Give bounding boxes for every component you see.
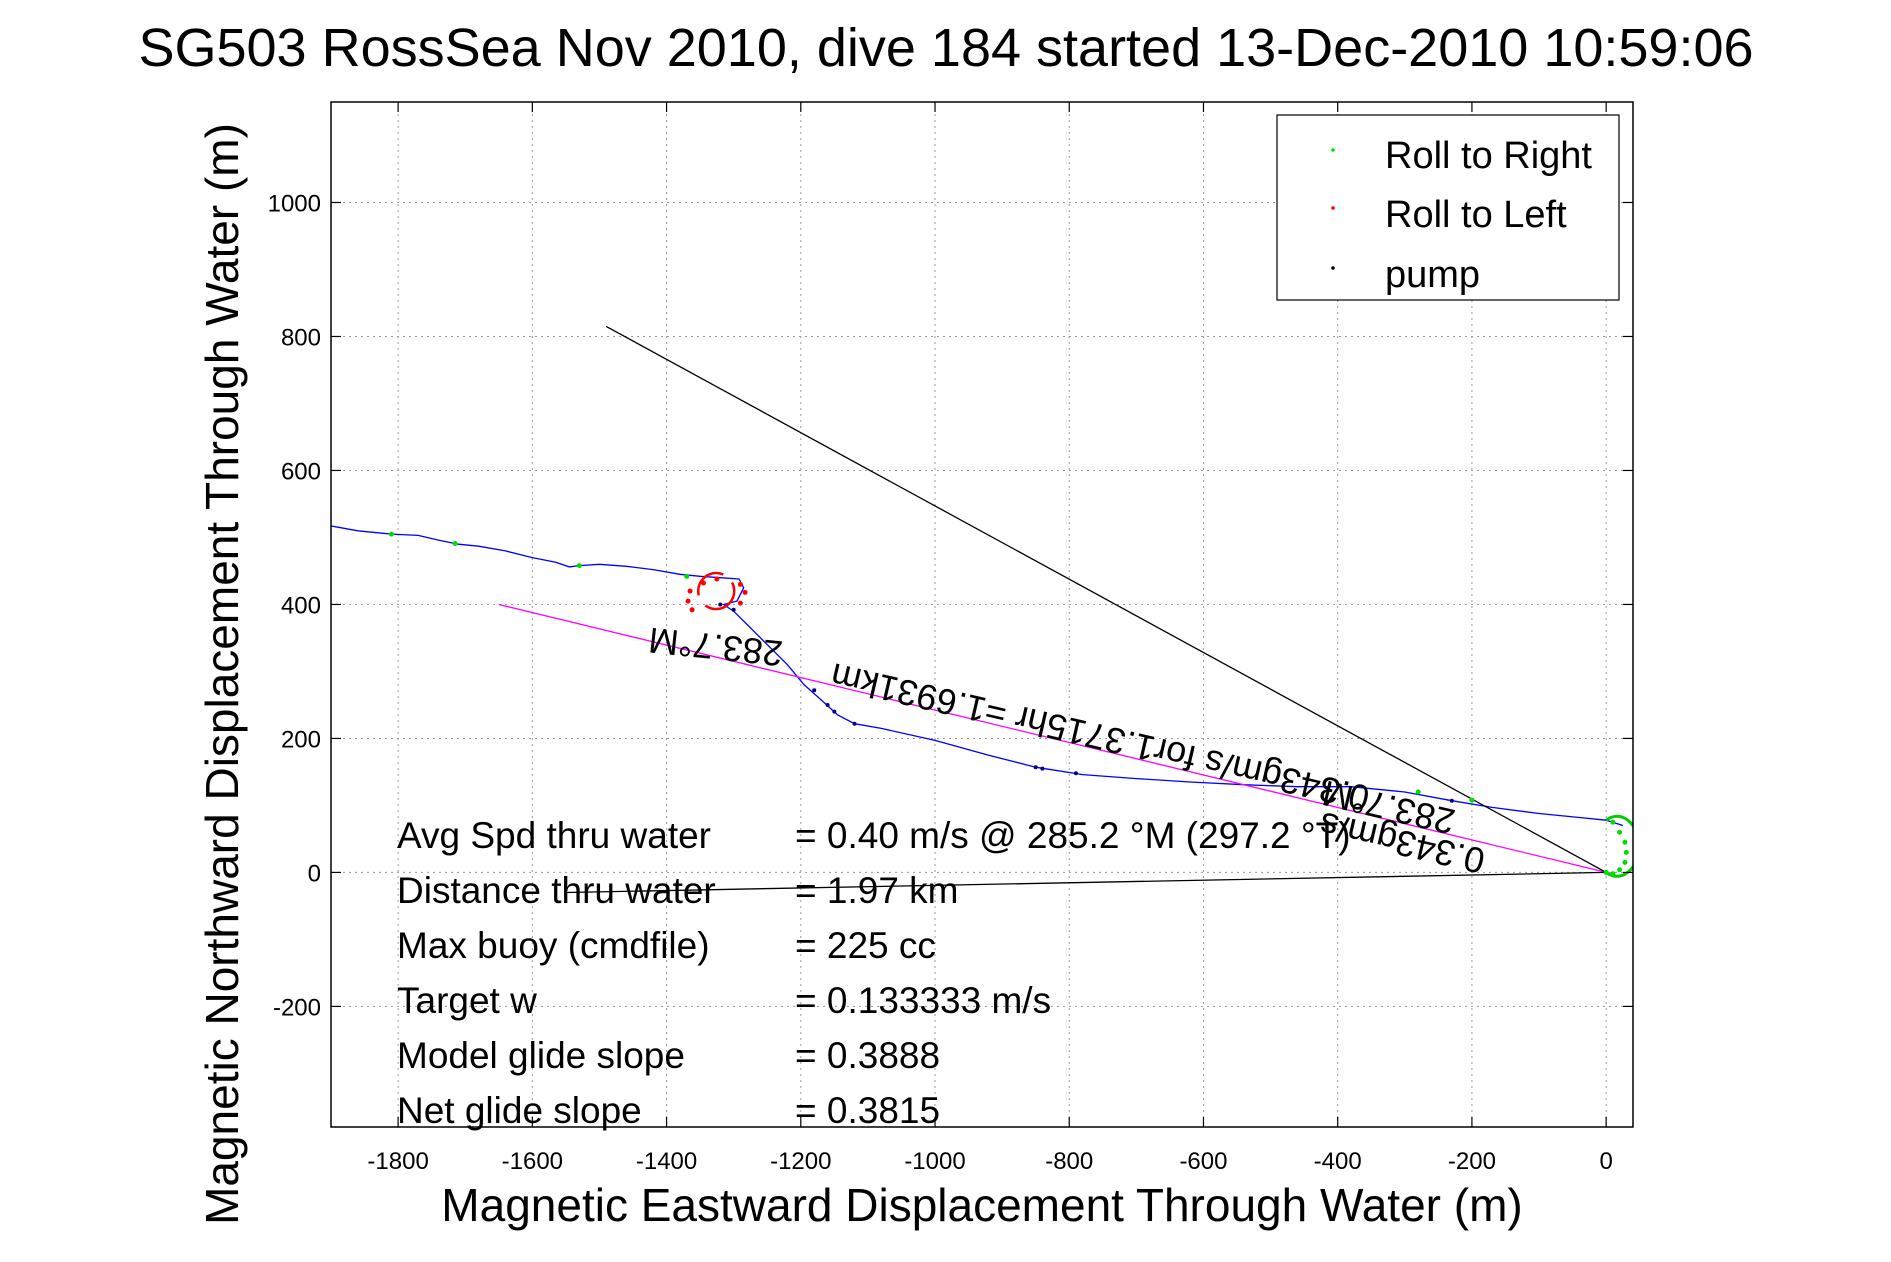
legend-marker-roll-right bbox=[1331, 148, 1335, 152]
roll-left-point bbox=[689, 607, 695, 613]
roll-right-point bbox=[1623, 849, 1629, 855]
x-tick-label: -1200 bbox=[770, 1148, 831, 1175]
pump-point bbox=[1449, 798, 1454, 803]
roll-right-point bbox=[1622, 859, 1628, 865]
roll-right-point bbox=[576, 563, 582, 569]
x-tick-label: -600 bbox=[1179, 1148, 1227, 1175]
x-axis-label: Magnetic Eastward Displacement Through W… bbox=[441, 1179, 1522, 1231]
annotation-value: = 0.40 m/s @ 285.2 °M (297.2 °T) bbox=[795, 815, 1351, 856]
annotation-label: Max buoy (cmdfile) bbox=[397, 925, 710, 966]
y-tick-label: 0 bbox=[308, 860, 321, 887]
annotation-value: = 1.97 km bbox=[795, 870, 959, 911]
pump-point bbox=[812, 688, 817, 693]
annotation-value: = 0.3815 bbox=[795, 1090, 940, 1131]
annotation-label: Avg Spd thru water bbox=[397, 815, 711, 856]
pump-point bbox=[1040, 766, 1045, 771]
roll-right-point bbox=[1617, 829, 1623, 835]
series-line-projection bbox=[498, 603, 1607, 874]
roll-left-point bbox=[700, 580, 706, 586]
series-line-drift bbox=[565, 871, 1607, 894]
roll-right-point bbox=[1622, 839, 1628, 845]
annotation-label: Target w bbox=[397, 980, 537, 1021]
x-tick-label: -200 bbox=[1448, 1148, 1496, 1175]
pump-point bbox=[718, 602, 723, 607]
x-tick-label: -800 bbox=[1045, 1148, 1093, 1175]
x-tick-label: -400 bbox=[1314, 1148, 1362, 1175]
pump-point bbox=[852, 721, 857, 726]
roll-right-point bbox=[1610, 871, 1616, 877]
y-tick-label: -200 bbox=[273, 994, 321, 1021]
legend-label-pump: pump bbox=[1385, 254, 1480, 296]
roll-left-point bbox=[714, 576, 720, 582]
y-tick-label: 1000 bbox=[268, 190, 321, 217]
roll-right-point bbox=[1415, 789, 1421, 795]
y-tick-label: 200 bbox=[281, 726, 321, 753]
annotation-label: Net glide slope bbox=[397, 1090, 642, 1131]
roll-right-point bbox=[1603, 869, 1609, 875]
roll-right-point bbox=[1469, 797, 1475, 803]
x-tick-label: -1400 bbox=[636, 1148, 697, 1175]
x-tick-label: -1800 bbox=[367, 1148, 428, 1175]
chart-title: SG503 RossSea Nov 2010, dive 184 started… bbox=[138, 18, 1753, 78]
marker-points bbox=[388, 531, 1629, 877]
pump-point bbox=[832, 709, 837, 714]
legend-marker-roll-left bbox=[1331, 206, 1335, 210]
legend-label-roll-right: Roll to Right bbox=[1385, 135, 1592, 177]
x-tick-label: -1600 bbox=[502, 1148, 563, 1175]
legend: Roll to Right Roll to Left pump bbox=[1276, 114, 1620, 301]
roll-left-point bbox=[737, 581, 743, 587]
pump-point bbox=[731, 607, 736, 612]
legend-label-roll-left: Roll to Left bbox=[1385, 194, 1567, 236]
pump-point bbox=[1073, 771, 1078, 776]
axis-ticks: -1800 -1600 -1400 -1200 -1000 -800 -600 -400 -20… bbox=[268, 102, 1633, 1175]
roll-left-point bbox=[737, 600, 743, 606]
y-tick-label: 600 bbox=[281, 458, 321, 485]
stats-annotations: Avg Spd thru water = 0.40 m/s @ 285.2 °M … bbox=[397, 815, 1351, 1131]
roll-right-point bbox=[684, 573, 690, 579]
grid-lines bbox=[331, 102, 1633, 1127]
annotation-label: Model glide slope bbox=[397, 1035, 685, 1076]
x-tick-label: 0 bbox=[1599, 1148, 1612, 1175]
roll-right-point bbox=[452, 540, 458, 546]
y-tick-label: 800 bbox=[281, 324, 321, 351]
annotation-value: = 0.3888 bbox=[795, 1035, 940, 1076]
roll-right-point bbox=[1617, 867, 1623, 873]
plot-frame bbox=[330, 101, 1634, 1128]
roll-right-point bbox=[388, 531, 394, 537]
roll-right-point bbox=[1610, 819, 1616, 825]
legend-marker-pump bbox=[1331, 266, 1335, 270]
y-tick-label: 400 bbox=[281, 592, 321, 619]
annotation-label: Distance thru water bbox=[397, 870, 716, 911]
series-line-track bbox=[331, 525, 1624, 827]
pump-point bbox=[1033, 765, 1038, 770]
annotation-value: = 0.133333 m/s bbox=[795, 980, 1051, 1021]
series-line-current bbox=[605, 325, 1607, 873]
x-tick-label: -1000 bbox=[904, 1148, 965, 1175]
series-lines bbox=[331, 325, 1633, 894]
pump-point bbox=[825, 702, 830, 707]
roll-left-point bbox=[687, 588, 693, 594]
roll-left-point bbox=[742, 589, 748, 595]
end-loop bbox=[1605, 814, 1633, 878]
y-axis-label: Magnetic Northward Displacement Through … bbox=[196, 123, 248, 1225]
annotation-value: = 225 cc bbox=[795, 925, 936, 966]
roll-left-point bbox=[685, 598, 691, 604]
roll-loop bbox=[696, 571, 736, 611]
